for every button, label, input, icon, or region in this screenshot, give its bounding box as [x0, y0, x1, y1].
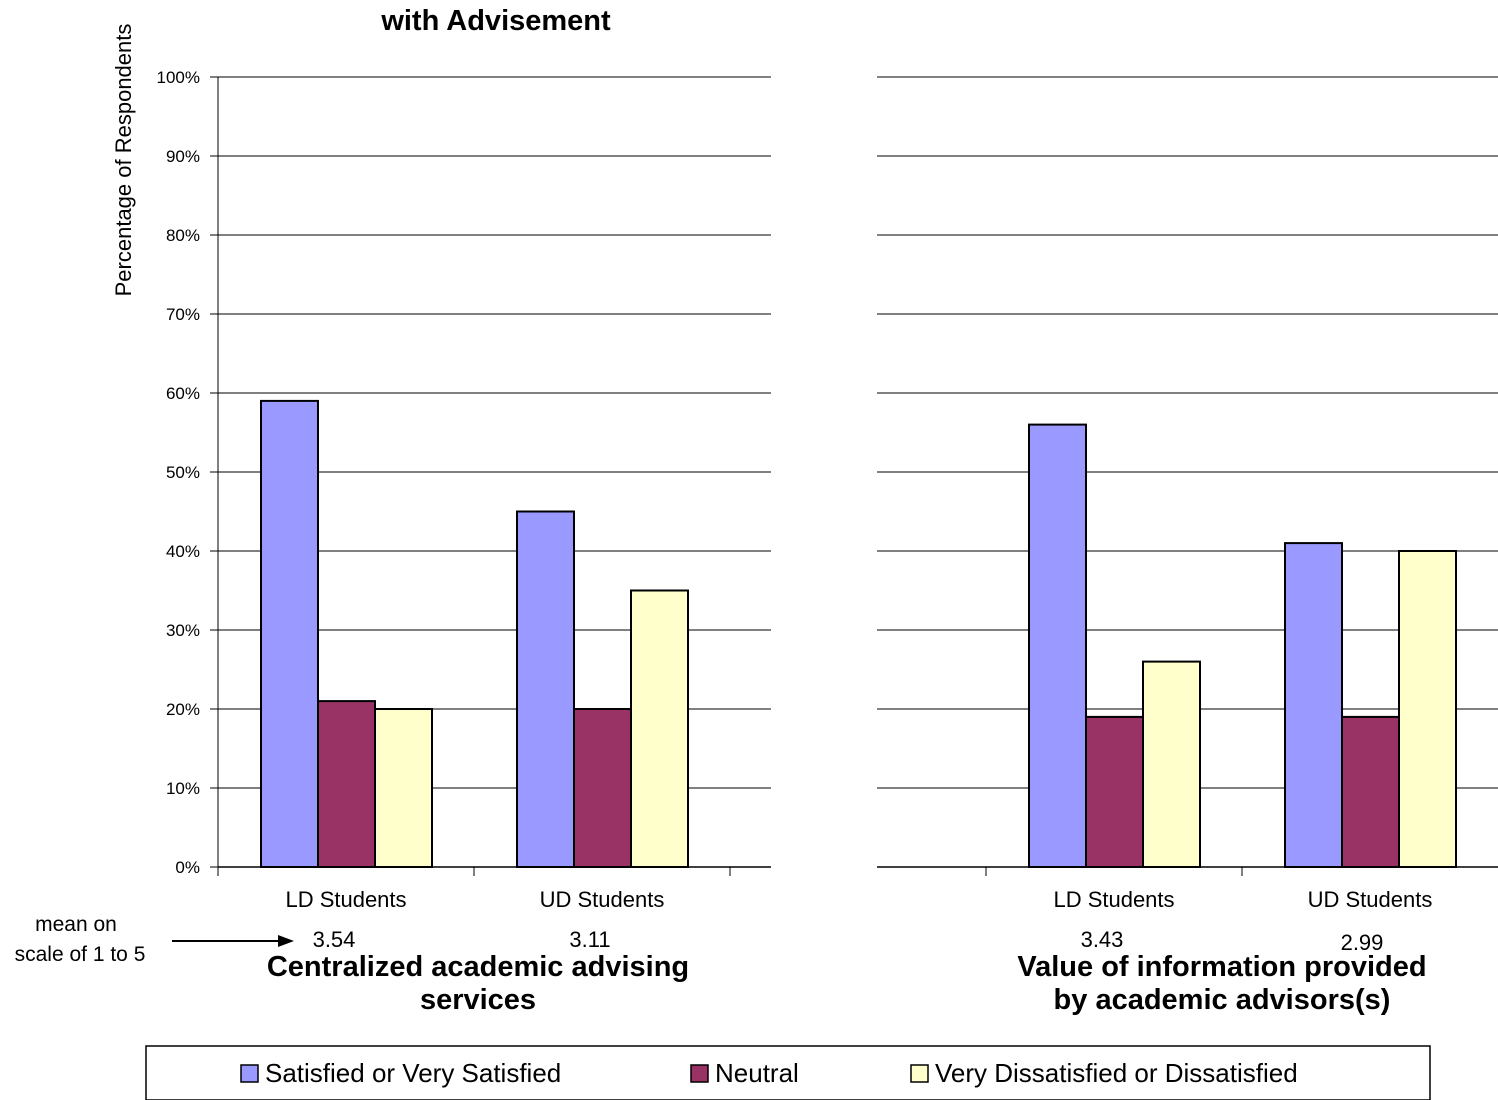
bar — [630, 589, 689, 868]
legend-swatch — [910, 1064, 929, 1083]
y-tick-label: 20% — [166, 700, 200, 719]
y-tick-label: 50% — [166, 463, 200, 482]
legend: Satisfied or Very Satisfied Neutral Very D… — [145, 1045, 1431, 1100]
y-tick-label: 70% — [166, 305, 200, 324]
chart-title: with Advisement — [380, 5, 611, 37]
panel-title-line: Centralized academic advising — [267, 951, 689, 983]
legend-label: Satisfied or Very Satisfied — [265, 1058, 561, 1088]
legend-box — [145, 1045, 1431, 1100]
mean-note-line1: mean on — [35, 913, 117, 936]
panel-title-line: Value of information provided — [1017, 951, 1426, 983]
bar — [1341, 715, 1400, 869]
y-tick-label: 0% — [175, 858, 200, 877]
y-tick-labels: 0% 10% 20% 30% 40% 50% 60% 70% 80% 90% 100% — [157, 68, 200, 877]
panel-title-line: by academic advisors(s) — [1054, 984, 1391, 1016]
panel-title-line: services — [420, 984, 536, 1016]
bar — [317, 700, 376, 868]
legend-swatch — [240, 1064, 259, 1083]
bar — [1142, 660, 1201, 868]
bar — [1284, 542, 1343, 868]
mean-label: 3.11 — [569, 927, 610, 952]
mean-label: 2.99 — [1341, 930, 1384, 955]
panel-1: LD Students 3.54 UD Students 3.11Centralize… — [210, 76, 771, 1016]
bar — [260, 399, 319, 868]
legend-swatch — [690, 1064, 709, 1083]
mean-label: 3.43 — [1081, 927, 1124, 952]
panels: LD Students 3.54 UD Students 3.11Centralize… — [210, 76, 1498, 1016]
mean-arrow — [172, 935, 294, 947]
bar — [1398, 550, 1457, 868]
y-tick-label: 80% — [166, 226, 200, 245]
x-tick-label: UD Students — [1308, 887, 1433, 912]
y-axis-label: Percentage of Respondents — [111, 24, 136, 297]
y-tick-label: 40% — [166, 542, 200, 561]
bar — [374, 708, 433, 868]
y-tick-label: 10% — [166, 779, 200, 798]
bar — [1085, 715, 1144, 869]
bar — [516, 510, 575, 868]
x-tick-label: LD Students — [285, 887, 406, 912]
y-tick-label: 60% — [166, 384, 200, 403]
legend-label: Neutral — [715, 1058, 799, 1088]
legend-label: Very Dissatisfied or Dissatisfied — [935, 1058, 1298, 1088]
legend-items: Satisfied or Very Satisfied Neutral Very D… — [240, 1058, 1298, 1088]
y-tick-label: 30% — [166, 621, 200, 640]
y-tick-label: 100% — [157, 68, 200, 87]
y-tick-label: 90% — [166, 147, 200, 166]
mean-label: 3.54 — [313, 927, 356, 952]
x-tick-label: UD Students — [540, 887, 665, 912]
bar — [573, 708, 632, 868]
mean-note-line2: scale of 1 to 5 — [15, 943, 146, 966]
bar — [1028, 423, 1087, 868]
x-tick-label: LD Students — [1053, 887, 1174, 912]
